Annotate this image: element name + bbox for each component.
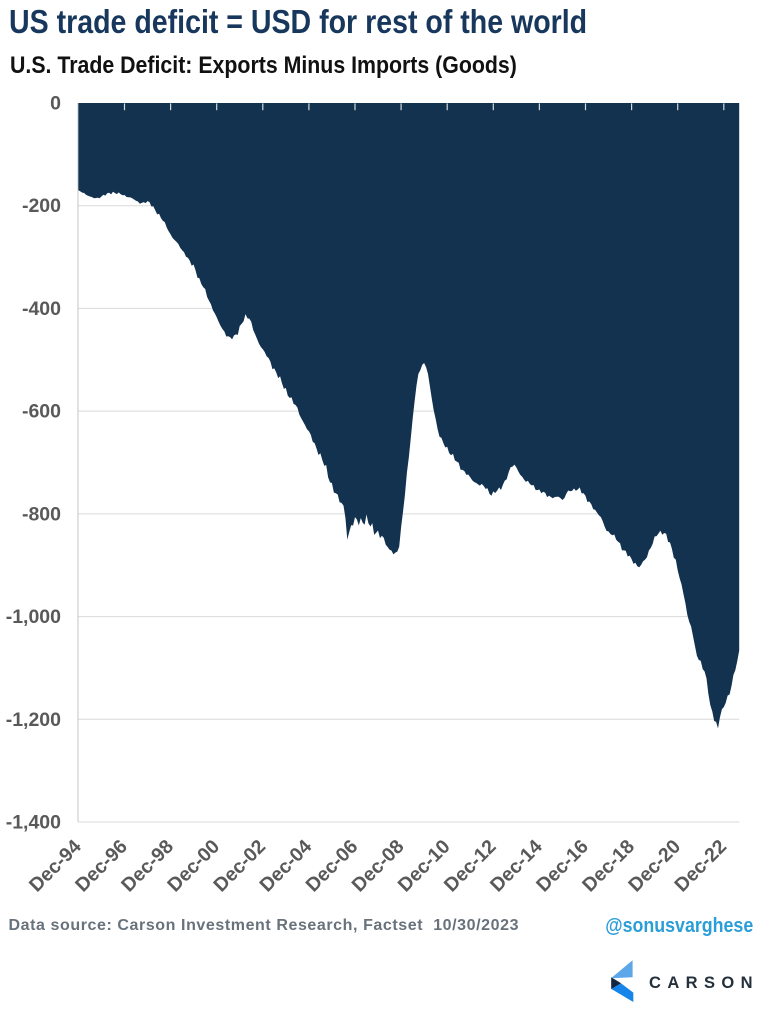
svg-text:-1,400: -1,400 xyxy=(6,812,61,834)
svg-text:-800: -800 xyxy=(22,503,61,525)
svg-text:Dec-22: Dec-22 xyxy=(670,835,731,896)
svg-text:0: 0 xyxy=(50,93,61,115)
svg-text:-600: -600 xyxy=(22,401,61,423)
svg-text:-400: -400 xyxy=(22,298,61,320)
svg-text:-1,000: -1,000 xyxy=(6,606,61,628)
svg-text:-1,200: -1,200 xyxy=(6,709,61,731)
svg-text:-200: -200 xyxy=(22,195,61,217)
